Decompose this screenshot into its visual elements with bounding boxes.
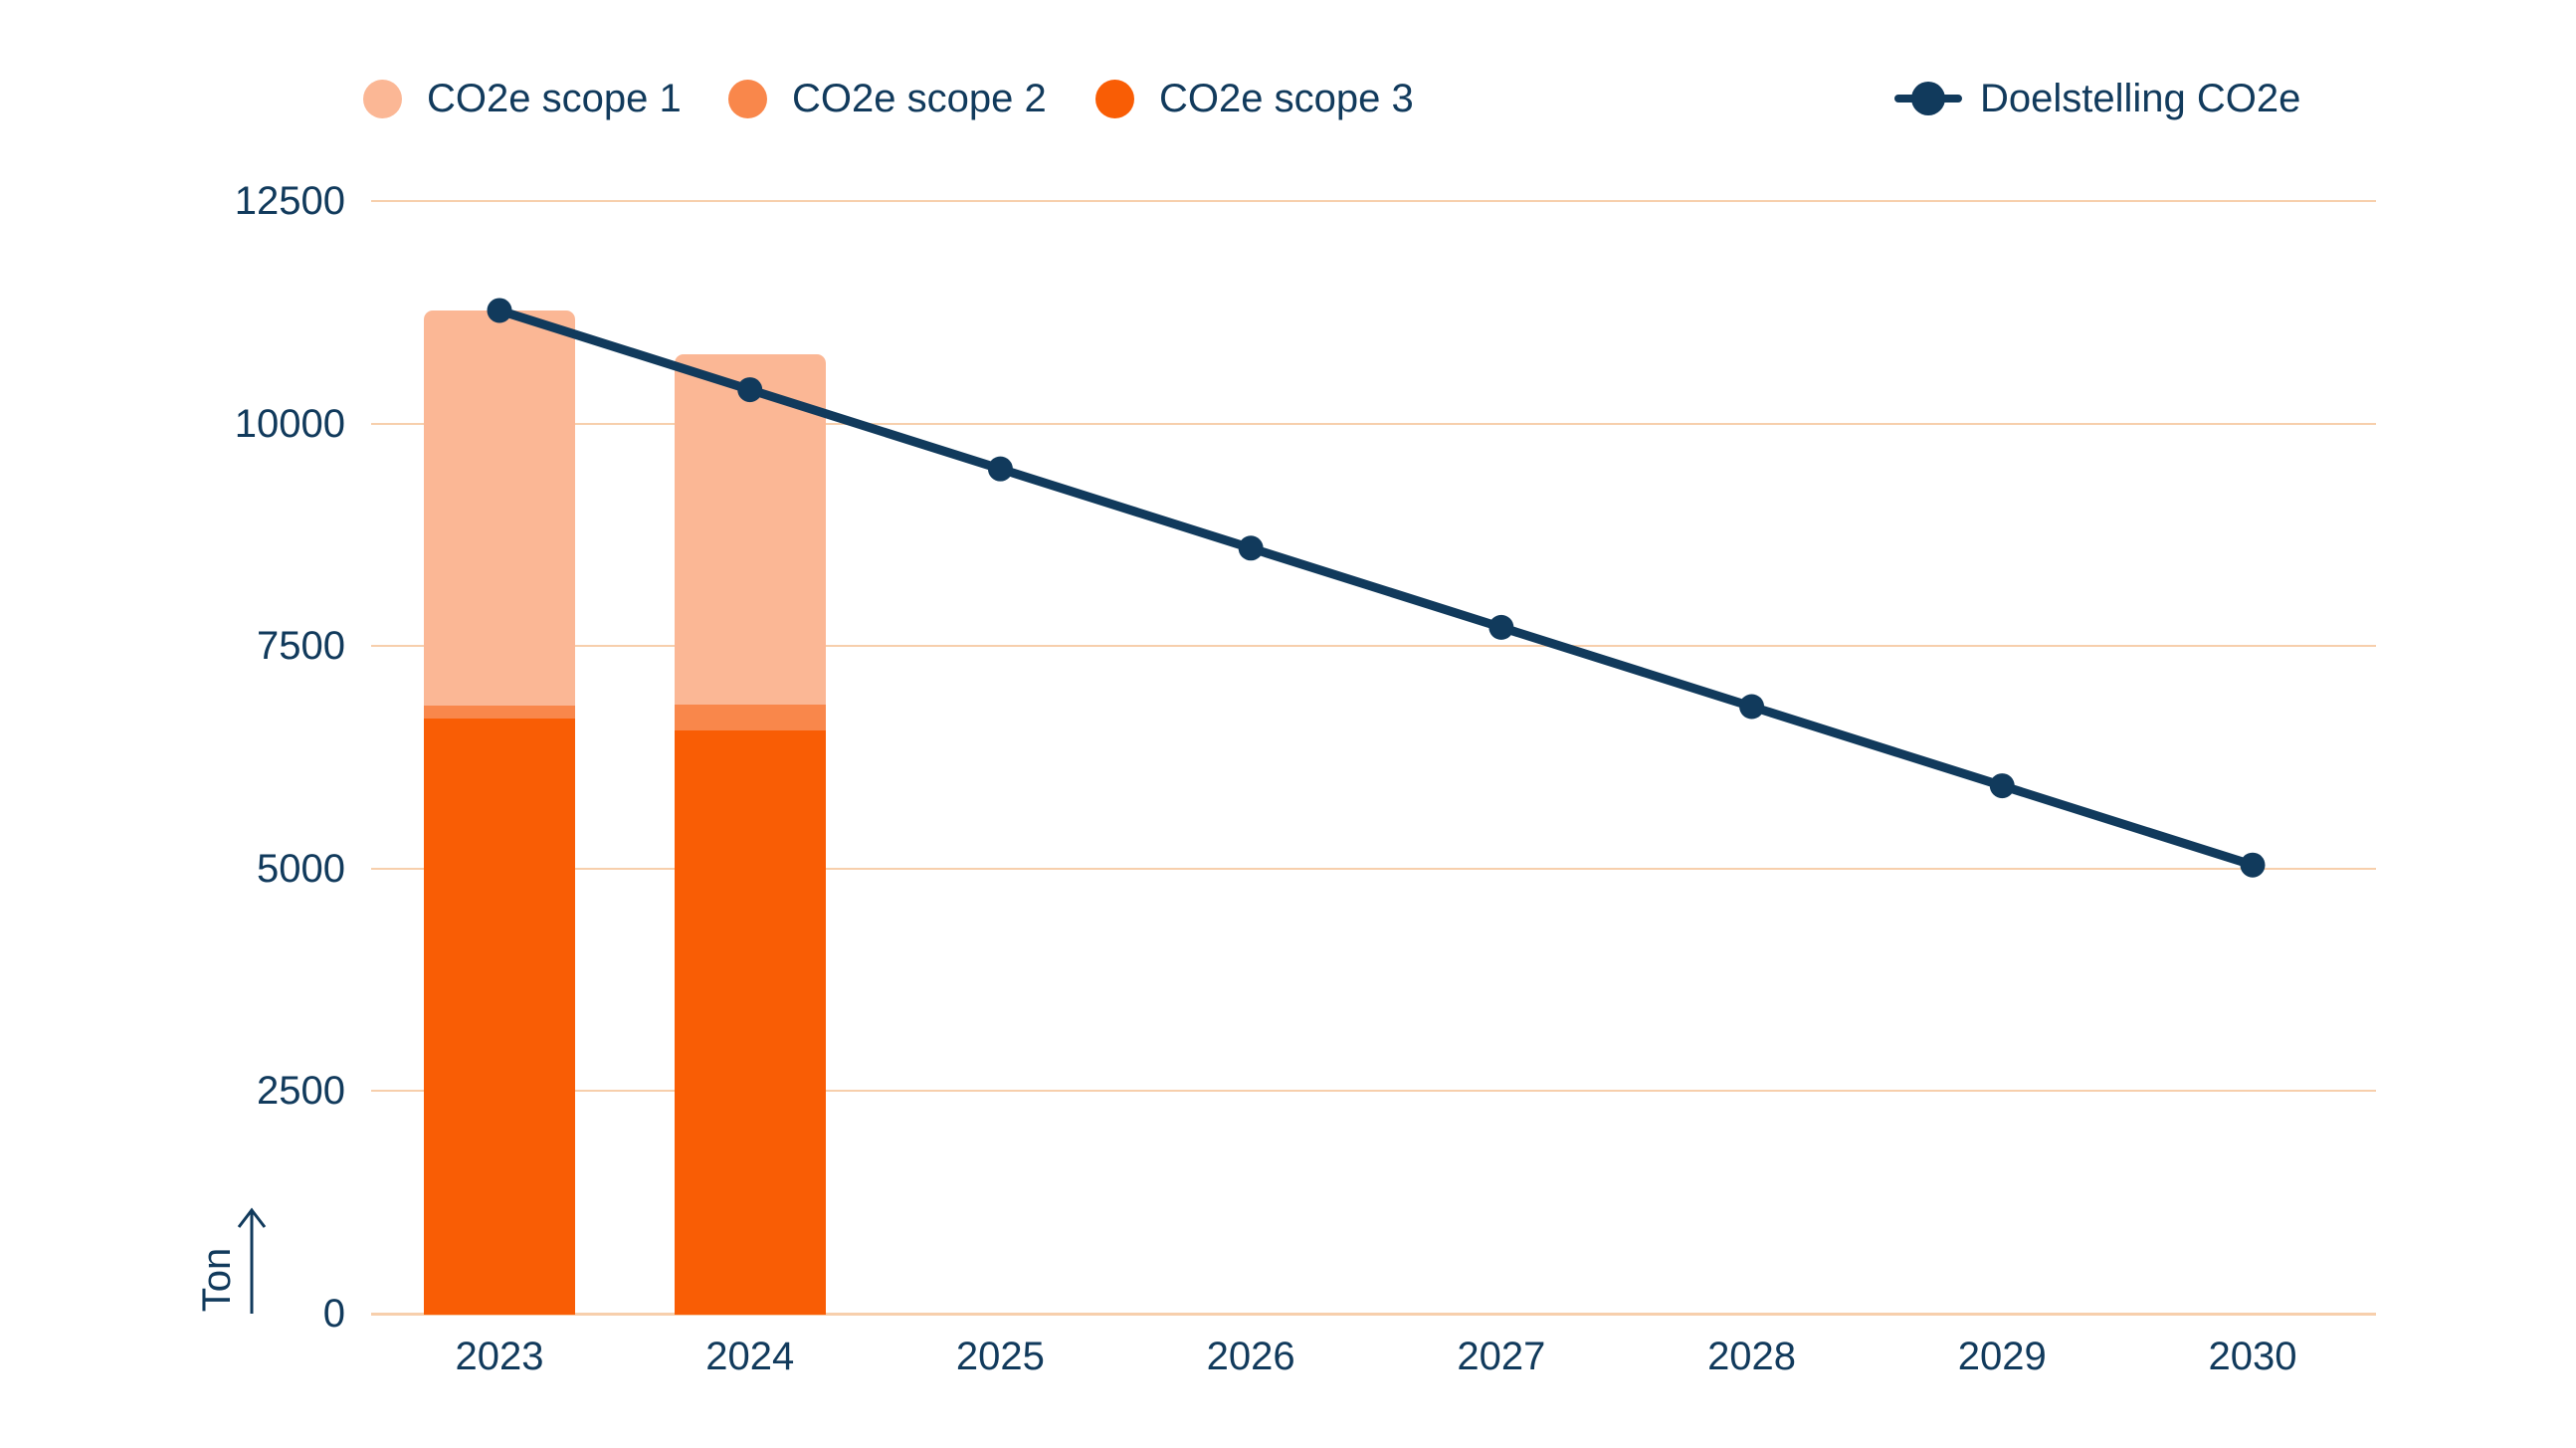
x-tick-label-2028: 2028 [1707,1335,1797,1378]
y-tick-label-10000: 10000 [234,401,345,446]
legend-label: CO2e scope 3 [1159,77,1414,120]
x-tick-label-2027: 2027 [1457,1335,1546,1378]
gridline-7500 [371,645,2376,648]
gridline-10000 [371,422,2376,425]
x-tick-label-2030: 2030 [2208,1335,2297,1378]
x-tick-label-2029: 2029 [1957,1335,2047,1378]
scope-3-swatch-icon [1095,79,1134,118]
y-axis-title: Ton [193,1220,241,1340]
x-tick-label-2023: 2023 [455,1335,544,1378]
legend-item-co2e-scope-1[interactable]: CO2e scope 1 [363,75,682,122]
gridline-2500 [371,1090,2376,1093]
y-tick-label-2500: 2500 [257,1069,345,1114]
legend-label: CO2e scope 1 [427,77,682,120]
y-tick-label-7500: 7500 [257,624,345,669]
bar-segment-2024-co2e-scope-3[interactable] [674,730,826,1316]
bar-segment-2023-co2e-scope-2[interactable] [424,706,575,719]
gridline-12500 [371,199,2376,202]
legend-item-doelstelling-co2e[interactable]: Doelstelling CO2e [1894,75,2300,122]
bar-segment-2023-co2e-scope-1[interactable] [424,310,575,707]
doelstelling-point-2028[interactable] [1739,694,1765,720]
doelstelling-point-2026[interactable] [1238,535,1264,561]
legend-label: CO2e scope 2 [792,77,1047,120]
x-tick-label-2024: 2024 [705,1335,795,1378]
bar-segment-2024-co2e-scope-2[interactable] [674,705,826,731]
doelstelling-point-2027[interactable] [1488,614,1514,640]
gridline-5000 [371,867,2376,870]
legend-label: Doelstelling CO2e [1980,77,2301,120]
doelstelling-point-2023[interactable] [487,298,512,323]
x-tick-label-2025: 2025 [955,1335,1045,1378]
legend-item-co2e-scope-2[interactable]: CO2e scope 2 [728,75,1047,122]
bar-segment-2024-co2e-scope-1[interactable] [674,353,826,706]
x-tick-label-2026: 2026 [1206,1335,1295,1378]
doelstelling-point-2029[interactable] [1989,773,2015,799]
scope-1-swatch-icon [363,79,402,118]
y-tick-label-12500: 12500 [234,178,345,223]
target-line-marker-icon [1894,75,1962,122]
y-axis-title-text: Ton [194,1247,239,1313]
y-axis-arrow-icon [237,1207,267,1314]
doelstelling-point-2024[interactable] [737,377,763,403]
legend-item-co2e-scope-3[interactable]: CO2e scope 3 [1095,75,1414,122]
doelstelling-point-2025[interactable] [987,456,1013,482]
bar-segment-2023-co2e-scope-3[interactable] [424,718,575,1316]
doelstelling-point-2030[interactable] [2240,852,2266,878]
y-tick-label-0: 0 [322,1292,345,1336]
y-tick-label-5000: 5000 [257,846,345,891]
scope-2-swatch-icon [728,79,767,118]
gridline-0 [371,1313,2376,1316]
